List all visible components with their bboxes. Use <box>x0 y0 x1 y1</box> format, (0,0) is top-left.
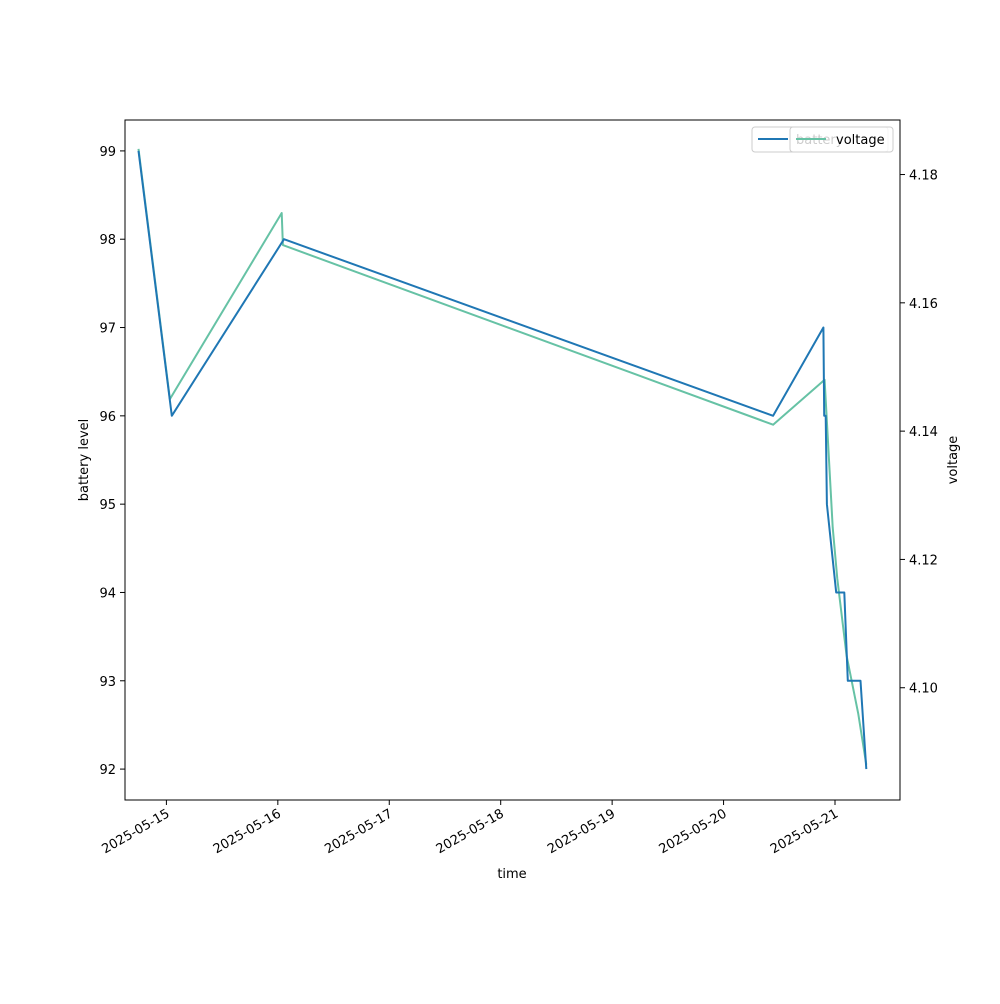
series-layer <box>137 148 868 770</box>
x-tick-label: 2025-05-21 <box>768 806 841 857</box>
x-tick-label: 2025-05-19 <box>545 806 618 857</box>
x-tick-label: 2025-05-15 <box>99 806 172 857</box>
left-y-tick-label: 93 <box>99 675 116 690</box>
right-y-tick-label: 4.12 <box>909 553 938 568</box>
legend-voltage-label: voltage <box>836 133 885 148</box>
left-y-axis-label: battery level <box>77 419 92 502</box>
plot-frame <box>124 119 901 801</box>
series-line-voltage <box>137 148 868 765</box>
left-y-axis-ticks: 92 93 94 95 96 97 98 99 <box>99 145 125 778</box>
x-tick-label: 2025-05-18 <box>434 806 507 857</box>
right-y-tick-label: 4.14 <box>909 425 938 440</box>
x-tick-label: 2025-05-17 <box>322 806 395 857</box>
x-tick-label: 2025-05-20 <box>657 806 730 857</box>
right-y-tick-label: 4.10 <box>909 682 938 697</box>
left-y-tick-label: 98 <box>99 233 116 248</box>
series-line-battery <box>137 150 868 770</box>
legend-voltage-box <box>789 126 894 153</box>
left-y-tick-label: 92 <box>99 763 116 778</box>
left-y-tick-label: 95 <box>99 498 116 513</box>
x-axis-label: time <box>497 867 526 882</box>
right-y-axis-label: voltage <box>946 436 961 485</box>
x-axis-ticks: 2025-05-15 2025-05-16 2025-05-17 2025-05-18… <box>99 800 841 857</box>
right-y-axis-ticks: 4.10 4.12 4.14 4.16 4.18 <box>900 169 938 697</box>
left-y-tick-label: 99 <box>99 145 116 160</box>
left-y-tick-label: 96 <box>99 410 116 425</box>
right-y-tick-label: 4.16 <box>909 297 938 312</box>
legend-voltage: voltage <box>789 126 894 153</box>
x-tick-label: 2025-05-16 <box>211 806 284 857</box>
left-y-tick-label: 97 <box>99 322 116 337</box>
left-y-tick-label: 94 <box>99 586 116 601</box>
right-y-tick-label: 4.18 <box>909 169 938 184</box>
